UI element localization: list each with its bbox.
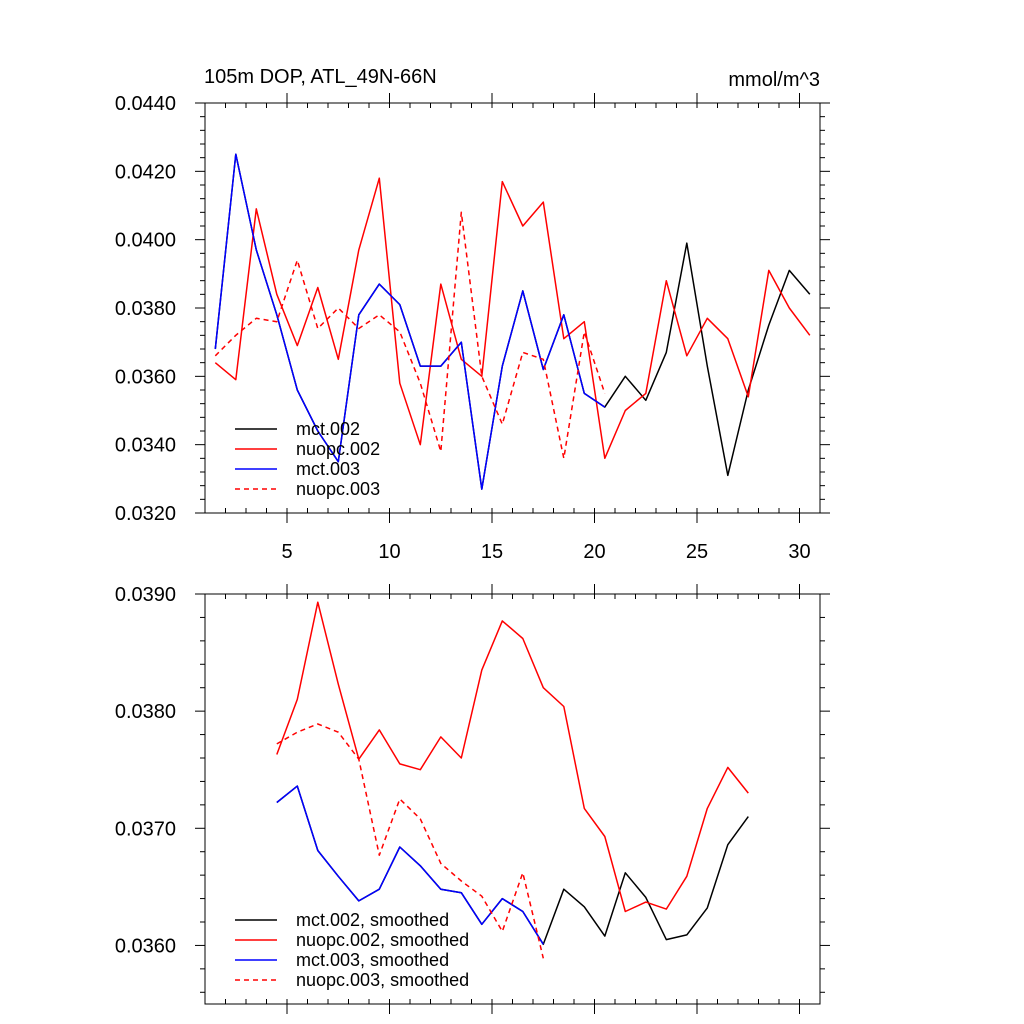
- top-panel: 105m DOP, ATL_49N-66N mmol/m^3 5 10 15 20 25…: [115, 66, 830, 563]
- y-tick-label: 0.0370: [115, 818, 176, 840]
- series-line-mct-003-smoothed: [276, 785, 544, 945]
- y-tick-label: 0.0420: [115, 161, 176, 183]
- top-chart-title: 105m DOP, ATL_49N-66N: [204, 66, 437, 88]
- y-tick-label: 0.0360: [115, 935, 176, 957]
- y-tick-label: 0.0380: [115, 298, 176, 320]
- top-chart-units: mmol/m^3: [728, 69, 820, 91]
- x-tick-label: 10: [378, 541, 400, 563]
- series-line-nuopc-003-smoothed: [276, 723, 545, 959]
- series-line-nuopc-002-smoothed: [276, 601, 749, 913]
- series-line-mct-003: [214, 153, 606, 490]
- x-tick-label: 25: [686, 541, 708, 563]
- y-tick-label: 0.0360: [115, 366, 176, 388]
- legend-label: mct.002, smoothed: [296, 910, 449, 930]
- x-tick-label: 15: [481, 541, 503, 563]
- y-tick-label: 0.0390: [115, 584, 176, 606]
- legend-label: nuopc.003, smoothed: [296, 970, 469, 990]
- legend-label: mct.003, smoothed: [296, 950, 449, 970]
- y-tick-label: 0.0340: [115, 435, 176, 457]
- y-tick-label: 0.0440: [115, 93, 176, 115]
- legend-label: nuopc.003: [296, 479, 380, 499]
- legend-label: nuopc.002: [296, 439, 380, 459]
- legend-label: mct.002: [296, 419, 360, 439]
- legend-label: mct.003: [296, 459, 360, 479]
- y-tick-label: 0.0400: [115, 230, 176, 252]
- y-tick-label: 0.0380: [115, 701, 176, 723]
- series-line-nuopc-002: [214, 177, 811, 460]
- bottom-panel: 0.0360 0.0370 0.0380 0.0390 mct.002, smooth…: [115, 584, 830, 1014]
- y-tick-label: 0.0320: [115, 503, 176, 525]
- legend-label: nuopc.002, smoothed: [296, 930, 469, 950]
- x-tick-label: 5: [281, 541, 292, 563]
- x-tick-label: 20: [583, 541, 605, 563]
- x-tick-label: 30: [788, 541, 810, 563]
